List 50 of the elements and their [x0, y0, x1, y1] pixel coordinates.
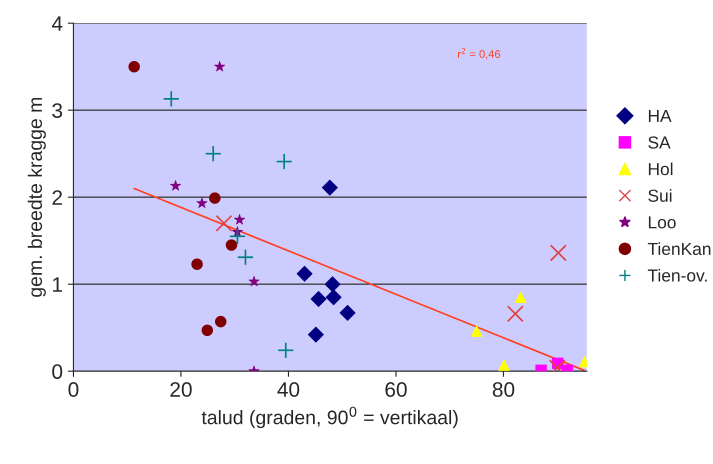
point	[196, 198, 208, 208]
y-axis-title: gem. breedte kragge m	[28, 98, 46, 297]
point	[326, 289, 342, 306]
x-tick-label: 20	[170, 382, 192, 397]
y-tick-label: 2	[52, 190, 62, 205]
point	[228, 228, 246, 245]
x-tick-label: 0	[68, 382, 78, 397]
point	[296, 266, 313, 282]
point	[276, 153, 293, 170]
point	[191, 258, 203, 270]
point	[209, 192, 221, 204]
x-axis-title: talud (graden, 90$^{0}$ = vertikaal)	[202, 406, 458, 428]
point	[215, 316, 226, 328]
x-tick-label: 60	[385, 382, 407, 397]
point	[310, 291, 327, 307]
y-tick-label: 1	[53, 277, 62, 292]
point	[170, 180, 182, 191]
legend-label: TienKan	[648, 242, 710, 256]
x-tick-label: 80	[492, 382, 514, 397]
point	[226, 239, 238, 251]
y-tick-label: 3	[52, 103, 62, 118]
legend-label: SA	[648, 136, 671, 149]
point	[506, 305, 524, 322]
point	[322, 180, 338, 196]
point	[128, 60, 140, 72]
point	[234, 214, 246, 225]
point	[277, 342, 294, 359]
y-tick-label: 4	[52, 16, 62, 31]
point	[514, 292, 526, 303]
legend-label: Loo	[648, 216, 676, 228]
legend-label: Tien-ov.	[648, 268, 707, 282]
point	[324, 276, 340, 292]
x-tick-label: 40	[277, 382, 300, 397]
point	[237, 248, 254, 266]
point	[162, 90, 180, 108]
legend-label: HA	[648, 110, 672, 122]
y-tick-label: 0	[52, 364, 62, 379]
point	[214, 60, 226, 72]
point	[550, 244, 567, 262]
point	[216, 214, 232, 232]
legend-label: Sui	[648, 189, 672, 202]
point	[204, 145, 222, 162]
point	[470, 325, 482, 337]
point	[340, 304, 356, 321]
annotation: r$^{2}$ = 0,46	[458, 48, 500, 60]
point	[498, 359, 510, 371]
legend-label: Hol	[648, 162, 672, 176]
point	[202, 324, 214, 336]
point	[248, 276, 260, 286]
point	[308, 326, 324, 343]
